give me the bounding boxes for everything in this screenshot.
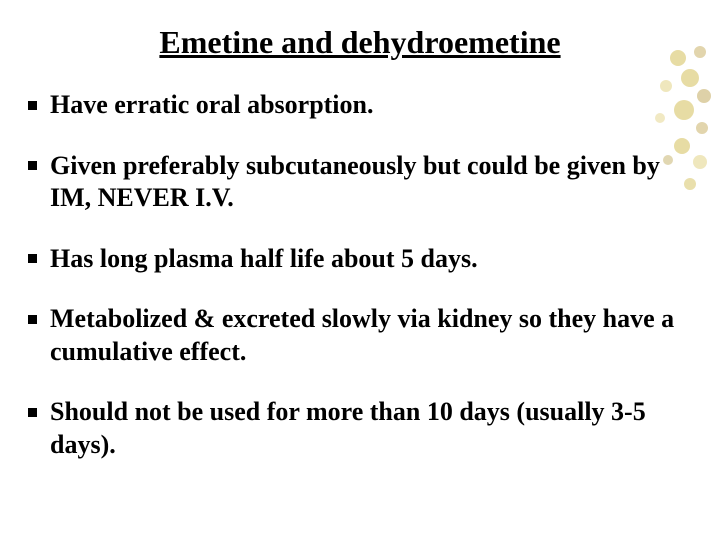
bullet-text: Metabolized & excreted slowly via kidney… [50, 304, 674, 366]
bullet-text: Has long plasma half life about 5 days. [50, 244, 478, 273]
list-item: Have erratic oral absorption. [28, 89, 692, 122]
list-item: Should not be used for more than 10 days… [28, 396, 692, 461]
dot-icon [697, 89, 711, 103]
bullet-text: Given preferably subcutaneously but coul… [50, 151, 660, 213]
dot-icon [674, 138, 690, 154]
bullet-text: Have erratic oral absorption. [50, 90, 374, 119]
bullet-list: Have erratic oral absorption. Given pref… [28, 89, 692, 461]
list-item: Given preferably subcutaneously but coul… [28, 150, 692, 215]
dot-icon [655, 113, 665, 123]
slide: Emetine and dehydroemetine Have erratic … [0, 0, 720, 540]
dot-icon [684, 178, 696, 190]
list-item: Has long plasma half life about 5 days. [28, 243, 692, 276]
dot-icon [681, 69, 699, 87]
bullet-text: Should not be used for more than 10 days… [50, 397, 646, 459]
dot-icon [694, 46, 706, 58]
slide-title: Emetine and dehydroemetine [28, 24, 692, 61]
dot-icon [660, 80, 672, 92]
dot-icon [663, 155, 673, 165]
dot-icon [693, 155, 707, 169]
dot-icon [696, 122, 708, 134]
list-item: Metabolized & excreted slowly via kidney… [28, 303, 692, 368]
dot-icon [674, 100, 694, 120]
dot-icon [670, 50, 686, 66]
